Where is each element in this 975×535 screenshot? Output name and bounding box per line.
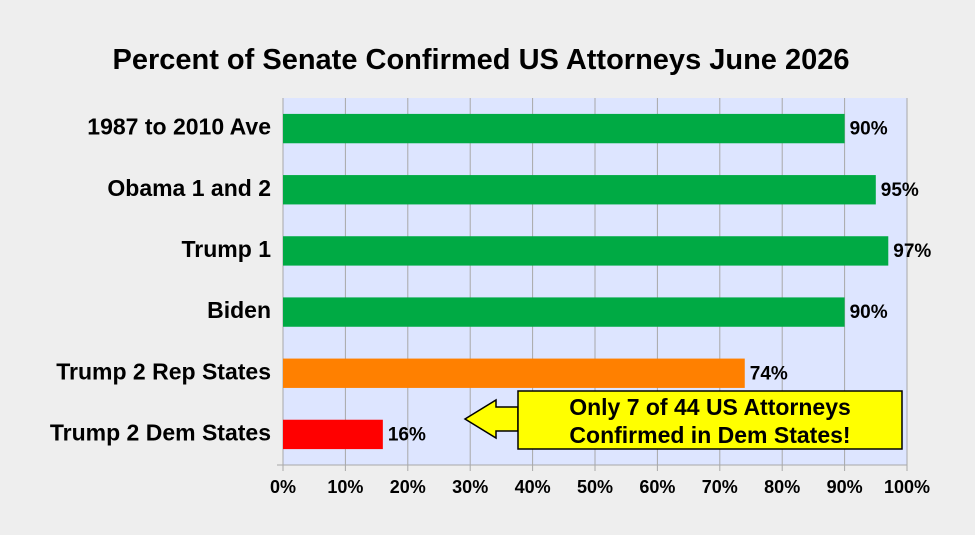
x-tick-label: 80% (764, 477, 800, 497)
value-label: 95% (881, 180, 919, 201)
bar (283, 297, 845, 327)
x-tick-label: 0% (270, 477, 296, 497)
callout-annotation: Only 7 of 44 US Attorneys Confirmed in D… (463, 390, 903, 450)
value-labels: 90% 95% 97% 90% 74% 16% (388, 119, 932, 446)
x-tick-label: 50% (577, 477, 613, 497)
value-label: 90% (850, 302, 888, 323)
x-tick-label: 10% (327, 477, 363, 497)
x-tick-label: 20% (390, 477, 426, 497)
bars (283, 113, 889, 450)
bar (283, 236, 889, 266)
callout-box (517, 390, 903, 450)
callout-line-1: Only 7 of 44 US Attorneys (569, 394, 851, 420)
x-axis-ticks: 0% 10% 20% 30% 40% 50% 60% 70% 80% 90% 100% (270, 477, 930, 497)
value-label: 74% (750, 363, 788, 384)
x-tick-label: 90% (827, 477, 863, 497)
x-tick-label: 70% (702, 477, 738, 497)
category-label: Trump 1 (182, 236, 272, 262)
x-tick-label: 60% (639, 477, 675, 497)
category-label: Obama 1 and 2 (107, 175, 271, 201)
bar (283, 175, 876, 205)
category-label: Biden (207, 297, 271, 323)
x-tick-label: 40% (515, 477, 551, 497)
callout-line-2: Confirmed in Dem States! (569, 422, 850, 448)
category-label: Trump 2 Dem States (50, 419, 271, 445)
category-labels: 1987 to 2010 Ave Obama 1 and 2 Trump 1 Bide… (50, 114, 271, 446)
category-label: Trump 2 Rep States (56, 358, 271, 384)
x-tick-label: 100% (884, 477, 930, 497)
bar (283, 419, 383, 450)
value-label: 97% (893, 241, 931, 262)
chart-title: Percent of Senate Confirmed US Attorneys… (112, 44, 849, 76)
bar (283, 113, 845, 144)
bar (283, 358, 745, 388)
value-label: 90% (850, 119, 888, 140)
x-tick-label: 30% (452, 477, 488, 497)
value-label: 16% (388, 424, 426, 445)
category-label: 1987 to 2010 Ave (87, 114, 271, 140)
